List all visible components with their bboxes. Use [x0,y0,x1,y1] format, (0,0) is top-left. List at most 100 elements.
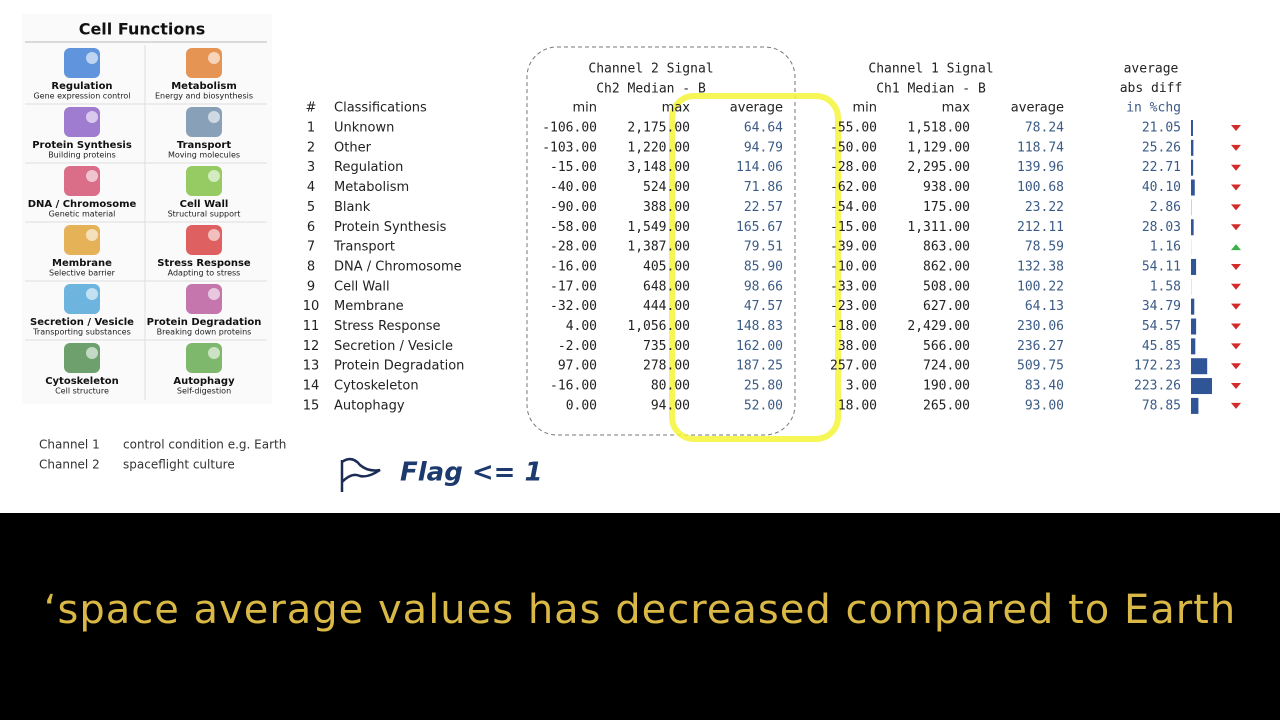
row-label: Metabolism [334,180,409,195]
down-arrow [1231,323,1241,330]
legend-label: Protein Degradation [147,317,262,328]
diff-bar [1191,338,1196,355]
row-label: Protein Synthesis [334,220,447,235]
cell: 8 [307,259,315,274]
down-arrow [1231,343,1241,350]
legend-label: Transport [177,140,231,151]
cell: 524.00 [643,180,690,195]
note-text: spaceflight culture [123,458,235,472]
cell: 3.00 [846,379,877,394]
cell: 1,311.00 [907,220,970,235]
legend-description: Moving molecules [168,151,240,160]
icon [86,52,98,64]
diff-bar [1191,258,1197,275]
up-arrow [1231,244,1241,251]
cell: 78.24 [1025,121,1064,136]
cell: 85.90 [744,259,783,274]
group-title: Channel 2 Signal [588,62,713,77]
cell: 265.00 [923,398,970,413]
group-title: Channel 1 Signal [868,62,993,77]
cell: 212.11 [1017,220,1064,235]
diff-header: abs diff [1120,81,1183,96]
cell: 627.00 [923,299,970,314]
cell: 94.00 [651,398,690,413]
cell: 18.00 [838,398,877,413]
diff-bar [1191,179,1195,196]
cell: 938.00 [923,180,970,195]
cell: 10 [303,299,320,314]
column-header: max [662,101,691,116]
cell: 0.00 [566,398,597,413]
diff-bar [1191,318,1197,335]
legend-label: DNA / Chromosome [28,199,137,210]
legend-panel [22,14,272,404]
cell: -40.00 [550,180,597,195]
note-term: Channel 2 [39,458,100,472]
cell: 2,175.00 [627,121,690,136]
cell: 1.16 [1150,240,1181,255]
icon [208,111,220,123]
icon [208,347,220,359]
cell: 1 [307,121,315,136]
cell: 80.00 [651,379,690,394]
cell: 22.71 [1142,160,1181,175]
cell: -50.00 [830,140,877,155]
cell: 118.74 [1017,140,1064,155]
cell: 139.96 [1017,160,1064,175]
cell: 79.51 [744,240,783,255]
column-header: # [306,101,317,116]
column-header: average [730,101,783,116]
cell: -90.00 [550,200,597,215]
cell: 25.26 [1142,140,1181,155]
flag-icon [340,457,381,492]
cell: 863.00 [923,240,970,255]
cell: 1,056.00 [627,319,690,334]
cell: 83.40 [1025,379,1064,394]
cell: 508.00 [923,279,970,294]
cell: 4.00 [566,319,597,334]
icon [208,288,220,300]
legend-label: Protein Synthesis [32,140,132,151]
legend-label: Cytoskeleton [45,376,119,387]
cell: 4 [307,180,315,195]
legend-description: Adapting to stress [168,269,241,278]
down-arrow [1231,144,1241,151]
cell: 2,429.00 [907,319,970,334]
cell: 114.06 [736,160,783,175]
down-arrow [1231,204,1241,211]
legend-description: Building proteins [48,151,116,160]
highlight-outline [669,93,841,442]
cell: 2,295.00 [907,160,970,175]
row-label: Transport [333,240,395,255]
down-arrow [1231,164,1241,171]
icon [86,170,98,182]
cell: 100.68 [1017,180,1064,195]
cell: 2 [307,140,315,155]
icon [86,229,98,241]
diff-header: in %chg [1126,101,1181,116]
legend-description: Cell structure [55,387,109,396]
diff-bar [1191,159,1194,176]
diff-bar [1191,378,1212,395]
cell: 9 [307,279,315,294]
legend-description: Energy and biosynthesis [155,92,253,101]
cell: 1,387.00 [627,240,690,255]
down-arrow [1231,263,1241,270]
cell: 54.11 [1142,259,1181,274]
legend-description: Self-digestion [177,387,231,396]
cell: 6 [307,220,315,235]
diff-bar [1191,397,1199,414]
column-header: max [942,101,971,116]
cell: -103.00 [542,140,597,155]
diff-bar [1191,139,1194,156]
cell: -58.00 [550,220,597,235]
cell: -106.00 [542,121,597,136]
diff-bar [1191,120,1193,136]
cell: 1,129.00 [907,140,970,155]
row-label: Autophagy [334,398,405,413]
cell: -10.00 [830,259,877,274]
icon [208,229,220,241]
icon [86,111,98,123]
cell: 25.80 [744,379,783,394]
cell: 71.86 [744,180,783,195]
